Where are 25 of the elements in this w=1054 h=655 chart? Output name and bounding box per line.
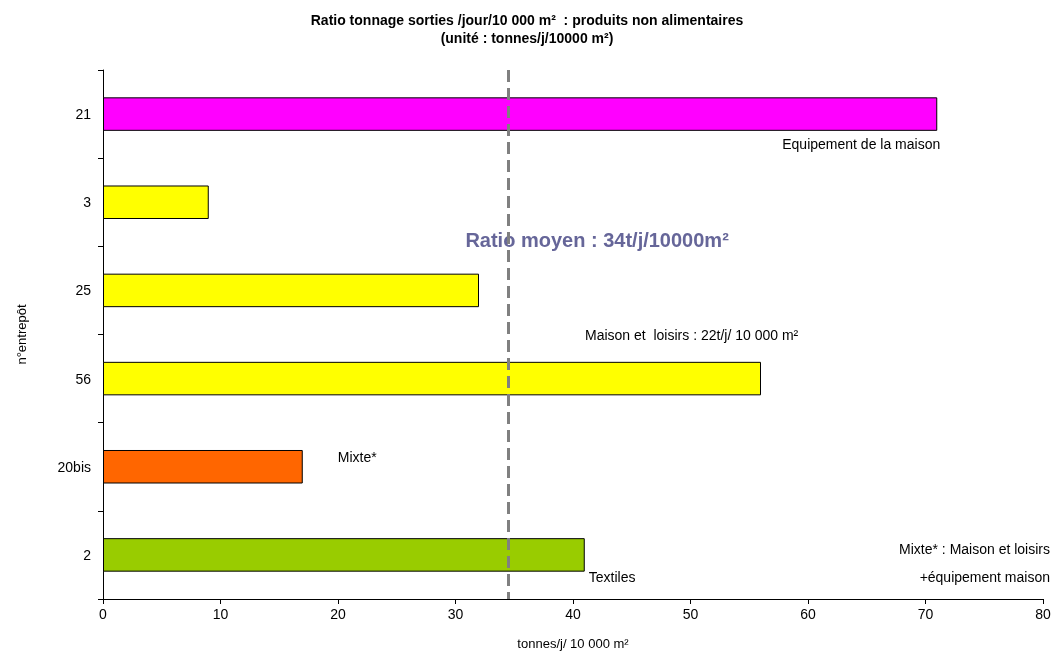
chart-subtitle: (unité : tonnes/j/10000 m²) — [440, 30, 614, 46]
annotation: Mixte* : Maison et loisirs +équipement maison — [899, 541, 1050, 585]
x-axis-title: tonnes/j/ 10 000 m² — [517, 636, 630, 651]
annotation: Textiles — [588, 568, 636, 585]
x-tick-label: 80 — [1035, 606, 1051, 622]
annotation: Maison et loisirs : 22t/j/ 10 000 m² — [585, 326, 799, 343]
x-tick-label: 50 — [682, 606, 699, 622]
x-tick-label: 20 — [330, 606, 346, 622]
y-tick-label: 20bis — [57, 458, 91, 475]
x-tick-label: 70 — [917, 606, 934, 622]
y-tick-label: 3 — [83, 194, 92, 211]
y-tick-label: 2 — [83, 546, 92, 563]
y-tick-label: 21 — [75, 106, 92, 123]
annotation: Equipement de la maison — [782, 136, 941, 153]
y-tick-label: 56 — [75, 370, 92, 387]
annotation: Ratio moyen : 34t/j/10000m² — [465, 229, 730, 252]
y-tick-label: 25 — [75, 282, 92, 299]
x-tick-label: 0 — [99, 606, 108, 622]
x-tick-label: 40 — [565, 606, 581, 622]
x-tick-label: 10 — [212, 606, 229, 622]
y-axis-title: n°entrepôt — [14, 304, 29, 365]
x-tick-label: 60 — [800, 606, 816, 622]
x-tick-label: 30 — [447, 606, 464, 622]
annotation: Mixte* — [337, 448, 378, 465]
chart-title: Ratio tonnage sorties /jour/10 000 m² : produits non alimentaires — [310, 12, 744, 28]
